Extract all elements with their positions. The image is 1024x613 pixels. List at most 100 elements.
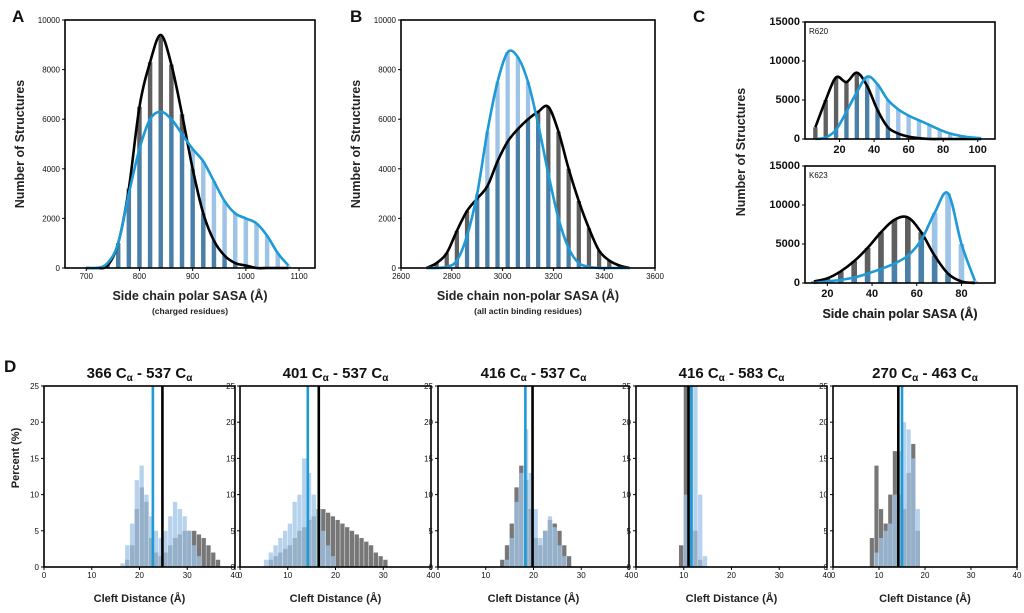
chart-panel-c-k623: 20 40 60 80 0 5000 10000 15000 Side chain polar … — [769, 160, 996, 321]
hist-bar-light — [514, 501, 519, 567]
bar-upper — [546, 106, 551, 174]
bar-overlap — [179, 134, 185, 268]
hist-bar-dark — [359, 538, 364, 567]
hist-bar-dark — [869, 538, 874, 567]
hist-bar-dark — [354, 534, 359, 567]
y-tick-label: 15 — [30, 454, 39, 463]
y-tick-label: 20 — [226, 418, 235, 427]
hist-bar-light — [325, 545, 331, 567]
series-line-black — [813, 215, 976, 285]
bar-overlap — [851, 277, 857, 283]
hist-bar-dark — [345, 527, 350, 567]
bar-upper — [607, 260, 612, 268]
title-subscript: α — [580, 373, 587, 384]
y-tick-label: 25 — [424, 382, 433, 391]
bar-overlap — [525, 119, 531, 268]
bar-overlap — [464, 235, 470, 268]
bar-overlap — [546, 173, 551, 268]
y-tick-label: 25 — [30, 382, 39, 391]
x-tick-label: 3600 — [646, 272, 664, 281]
y-tick-label: 20 — [622, 418, 631, 427]
bar-upper — [243, 218, 249, 266]
hist-bar-light — [168, 516, 173, 567]
x-tick-label: 0 — [634, 571, 639, 580]
hist-bar-light — [888, 523, 893, 567]
bar-overlap — [891, 263, 898, 283]
hist-bar-dark — [678, 545, 684, 567]
bar-overlap — [126, 193, 132, 268]
bar-upper — [878, 232, 884, 269]
y-tick-label: 0 — [231, 563, 236, 572]
hist-bar-light — [163, 530, 168, 567]
bar-upper — [201, 161, 206, 214]
title-text: 416 C — [679, 365, 719, 382]
hist-bar-light — [187, 530, 192, 567]
title-text: - 537 C — [527, 365, 581, 382]
x-tick-label: 20 — [727, 571, 736, 580]
bar-upper — [222, 201, 227, 256]
hist-bar-dark — [373, 552, 378, 567]
hist-bar-light — [683, 494, 689, 567]
bar-overlap — [878, 268, 884, 283]
panel-title: 416 Cα - 583 Cα — [679, 365, 786, 384]
title-subscript: α — [719, 373, 726, 384]
bar-upper — [958, 135, 963, 139]
hist-bar-dark — [215, 559, 221, 567]
bar-upper — [264, 235, 270, 268]
bar-upper — [505, 52, 510, 142]
bar-upper — [864, 247, 871, 274]
plot-frame — [804, 165, 996, 284]
hist-bar-light — [287, 523, 293, 567]
y-tick-label: 25 — [622, 382, 631, 391]
bar-upper — [931, 212, 938, 256]
panel-letter-a: A — [12, 7, 24, 26]
y-tick-label: 20 — [819, 418, 828, 427]
bar-upper — [596, 250, 602, 268]
y-tick-label: 10 — [226, 491, 235, 500]
title-subscript: α — [323, 373, 330, 384]
x-tick-label: 40 — [1013, 571, 1022, 580]
hist-bar-light — [538, 538, 543, 567]
bar-upper — [837, 271, 844, 280]
panel-letter-c: C — [693, 7, 705, 26]
hist-bar-light — [268, 552, 273, 567]
bar-upper — [896, 109, 901, 134]
hist-bar-light — [134, 480, 140, 567]
x-tick-label: 20 — [833, 144, 845, 156]
bar-overlap — [211, 240, 217, 268]
bar-upper — [905, 217, 911, 256]
bar-upper — [947, 133, 953, 139]
x-tick-label: 30 — [183, 571, 192, 580]
y-tick-label: 5000 — [776, 94, 800, 106]
chart-panel-a: 700 800 900 1000 1100 0 2000 4000 6000 8000 10000 S… — [13, 16, 316, 316]
y-tick-label: 4000 — [42, 165, 60, 174]
x-tick-label: 3200 — [545, 272, 563, 281]
bar-overlap — [169, 119, 174, 268]
bar-overlap — [222, 255, 227, 268]
x-tick-label: 2800 — [443, 272, 461, 281]
hist-bar-dark — [683, 386, 689, 567]
bar-upper — [833, 77, 839, 130]
hist-bar-light — [330, 556, 336, 567]
x-tick-label: 40 — [823, 571, 832, 580]
bar-upper — [169, 64, 174, 120]
hist-bar-light — [139, 465, 144, 567]
x-tick-label: 40 — [625, 571, 634, 580]
x-tick-label: 80 — [955, 288, 967, 300]
hist-bar-light — [552, 527, 557, 567]
x-axis-label: Cleft Distance (Å) — [488, 592, 580, 605]
x-tick-label: 10 — [283, 571, 292, 580]
x-axis-label: Side chain non-polar SASA (Å) — [437, 288, 619, 303]
series-line-blue — [815, 75, 982, 141]
x-tick-label: 20 — [921, 571, 930, 580]
x-axis-label: Side chain polar SASA (Å) — [112, 288, 267, 303]
bar-overlap — [854, 92, 859, 139]
bar-upper — [525, 82, 531, 120]
bar-overlap — [576, 263, 581, 268]
hist-bar-light — [297, 494, 302, 567]
x-tick-label: 10 — [679, 571, 688, 580]
hist-bar-dark — [874, 465, 879, 567]
y-tick-label: 2000 — [378, 214, 396, 223]
